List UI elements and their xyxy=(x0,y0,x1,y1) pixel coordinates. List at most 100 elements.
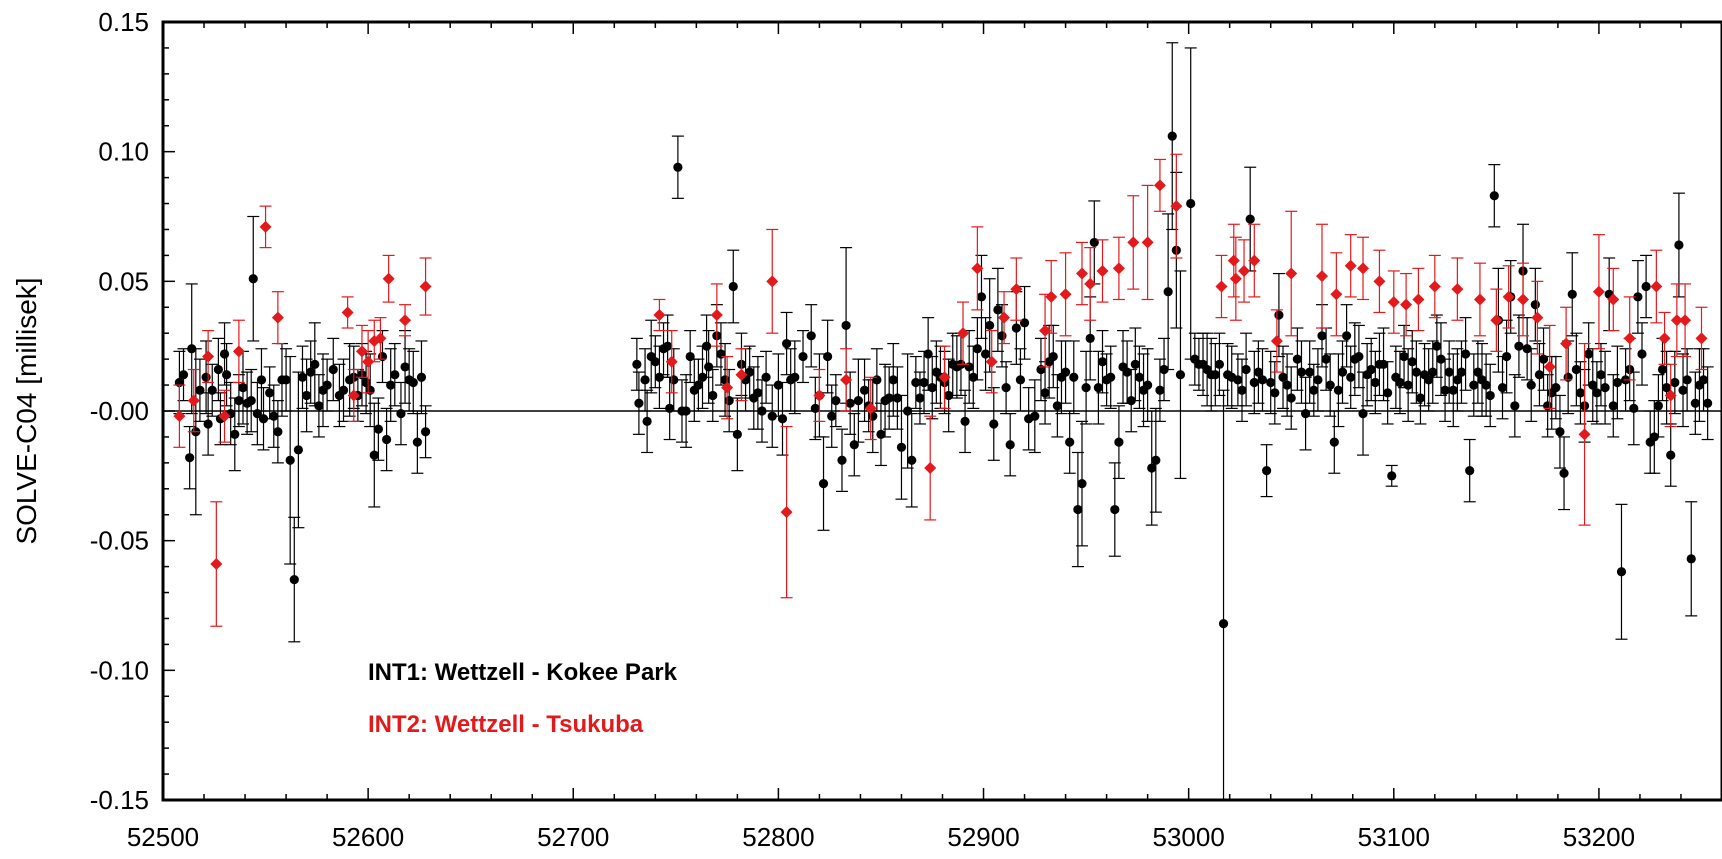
data-point xyxy=(1170,200,1183,213)
data-point xyxy=(1633,292,1643,302)
data-point xyxy=(1623,332,1636,345)
data-point xyxy=(924,462,937,475)
x-tick-label: 53200 xyxy=(1563,822,1635,852)
data-point xyxy=(1592,285,1605,298)
data-point xyxy=(837,455,847,465)
data-point xyxy=(1285,267,1298,280)
data-point xyxy=(1514,341,1524,351)
data-point xyxy=(827,411,837,421)
data-point xyxy=(1153,179,1166,192)
y-tick-label: -0.10 xyxy=(90,655,149,685)
data-point xyxy=(1317,331,1327,341)
data-point xyxy=(710,309,723,322)
data-point xyxy=(976,292,987,302)
data-point xyxy=(1011,323,1021,333)
data-point xyxy=(721,381,734,394)
data-point xyxy=(1534,370,1545,380)
data-point xyxy=(810,403,820,414)
data-point xyxy=(1481,380,1491,390)
data-point xyxy=(1497,383,1508,393)
data-point xyxy=(314,401,324,411)
y-tick-label: 0.10 xyxy=(98,137,149,167)
data-point xyxy=(732,429,742,439)
data-point xyxy=(1036,364,1046,375)
data-point xyxy=(1114,437,1124,447)
data-point xyxy=(1551,383,1561,393)
data-point xyxy=(665,355,678,368)
data-point xyxy=(1703,398,1713,408)
data-point xyxy=(347,389,360,402)
data-point xyxy=(1309,385,1319,395)
data-point xyxy=(1005,440,1015,450)
data-point xyxy=(997,331,1007,341)
data-point xyxy=(361,377,371,388)
data-point xyxy=(892,393,902,403)
data-point xyxy=(915,393,925,403)
data-point xyxy=(203,419,213,429)
data-point xyxy=(1452,375,1462,385)
data-point xyxy=(1278,372,1288,382)
y-tick-label: -0.00 xyxy=(90,396,149,426)
data-point xyxy=(396,408,406,419)
data-point xyxy=(1424,375,1434,385)
data-point xyxy=(1428,367,1438,377)
data-point xyxy=(1141,236,1154,249)
data-point xyxy=(1489,191,1499,201)
data-point xyxy=(1682,375,1692,385)
data-point xyxy=(757,406,767,416)
data-point xyxy=(1321,354,1331,364)
data-point xyxy=(1112,262,1125,275)
data-point xyxy=(328,364,338,375)
y-axis-tick-labels: 0.15 0.10 0.05 -0.00 -0.05 -0.10 -0.15 xyxy=(90,7,149,815)
data-point xyxy=(1313,375,1323,385)
data-point xyxy=(1510,401,1520,411)
data-point xyxy=(355,345,368,358)
data-point xyxy=(1075,267,1088,280)
data-point xyxy=(1387,471,1397,481)
data-point xyxy=(693,380,703,390)
data-point xyxy=(256,375,267,385)
x-tick-label: 52700 xyxy=(537,822,609,852)
data-point xyxy=(888,375,898,385)
data-point xyxy=(1596,370,1606,380)
data-point xyxy=(968,372,978,382)
y-tick-label: 0.15 xyxy=(98,7,149,37)
data-point xyxy=(1147,463,1157,473)
data-point xyxy=(1357,262,1370,275)
plot-frame xyxy=(161,20,1722,802)
data-point xyxy=(1344,259,1357,272)
data-point xyxy=(1214,359,1225,369)
data-point xyxy=(238,383,248,393)
data-point xyxy=(362,355,375,368)
data-point xyxy=(665,403,675,414)
data-point xyxy=(823,351,833,362)
data-point xyxy=(1490,314,1503,327)
data-point xyxy=(1227,254,1240,267)
data-point xyxy=(221,370,232,380)
data-point xyxy=(1588,380,1598,390)
data-point xyxy=(998,311,1011,324)
data-point xyxy=(1342,331,1352,341)
data-point xyxy=(365,385,375,395)
data-point xyxy=(1567,289,1577,299)
data-point xyxy=(373,424,383,434)
data-point xyxy=(1354,351,1364,362)
data-point xyxy=(207,385,217,395)
data-point xyxy=(201,372,211,382)
data-point xyxy=(1592,388,1602,398)
data-point xyxy=(1563,372,1573,382)
data-point xyxy=(1407,357,1417,367)
data-point xyxy=(234,396,244,406)
x-tick-label: 53000 xyxy=(1153,822,1225,852)
data-point xyxy=(1578,428,1591,441)
data-point xyxy=(232,345,245,358)
data-point xyxy=(1412,293,1425,306)
x-tick-label: 52600 xyxy=(332,822,404,852)
data-point xyxy=(1448,385,1458,395)
data-point xyxy=(1073,504,1083,515)
data-point xyxy=(1249,377,1259,388)
data-point xyxy=(1245,214,1255,224)
data-point xyxy=(1559,468,1569,478)
data-point xyxy=(790,372,800,382)
